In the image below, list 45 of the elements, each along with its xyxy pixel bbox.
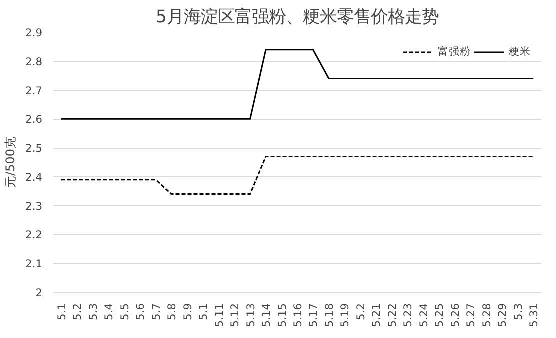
- x-tick-label: 5.2: [71, 303, 84, 320]
- y-tick-label: 2.9: [26, 26, 43, 40]
- x-tick-label: 5.28: [480, 303, 494, 328]
- x-tick-label: 5.27: [464, 303, 478, 328]
- x-tick-label: 5.11: [212, 303, 226, 328]
- x-tick-label: 5.19: [338, 303, 352, 328]
- x-tick-label: 5.18: [322, 303, 336, 328]
- x-tick-label: 5.7: [150, 303, 163, 320]
- chart-title: 5月海淀区富强粉、粳米零售价格走势: [156, 8, 440, 28]
- y-tick-label: 2.4: [26, 170, 43, 184]
- x-tick-label: 5.14: [260, 303, 274, 328]
- x-tick-label: 5.3: [86, 303, 100, 320]
- x-tick-label: 5.29: [496, 303, 510, 328]
- y-axis-title: 元/500克: [4, 137, 18, 188]
- x-tick-label: 5.3: [512, 303, 525, 320]
- x-tick-label: 5.24: [417, 303, 430, 328]
- x-tick-label: 5.9: [181, 303, 194, 320]
- x-tick-label: 5.31: [528, 303, 541, 328]
- x-tick-label: 5.26: [448, 303, 462, 328]
- legend-label: 富强粉: [438, 45, 471, 59]
- x-tick-label: 5.16: [292, 303, 304, 328]
- y-tick-label: 2.8: [26, 55, 43, 68]
- x-tick-label: 5.1: [197, 303, 210, 320]
- y-tick-label: 2.6: [26, 113, 43, 126]
- x-tick-label: 5.21: [370, 303, 384, 328]
- y-tick-label: 2.2: [26, 228, 43, 242]
- x-tick-label: 5.4: [102, 303, 116, 320]
- x-tick-label: 5.1: [55, 303, 68, 320]
- x-tick-label: 5.23: [402, 303, 415, 328]
- x-tick-label: 5.13: [244, 303, 258, 328]
- x-tick-label: 5.2: [354, 303, 368, 320]
- legend-label: 粳米: [509, 45, 531, 59]
- y-tick-label: 2: [36, 286, 42, 300]
- y-tick-label: 2.5: [26, 142, 43, 156]
- x-tick-label: 5.22: [386, 303, 399, 328]
- x-tick-label: 5.12: [228, 303, 242, 328]
- x-tick-label: 5.8: [166, 303, 179, 320]
- x-tick-label: 5.5: [118, 303, 132, 320]
- y-tick-label: 2.1: [26, 258, 43, 271]
- x-tick-label: 5.25: [433, 303, 446, 328]
- x-tick-label: 5.15: [276, 303, 289, 328]
- y-tick-label: 2.7: [26, 84, 43, 98]
- x-tick-label: 5.6: [134, 303, 148, 320]
- y-tick-label: 2.3: [26, 200, 43, 213]
- x-tick-label: 5.17: [307, 303, 320, 328]
